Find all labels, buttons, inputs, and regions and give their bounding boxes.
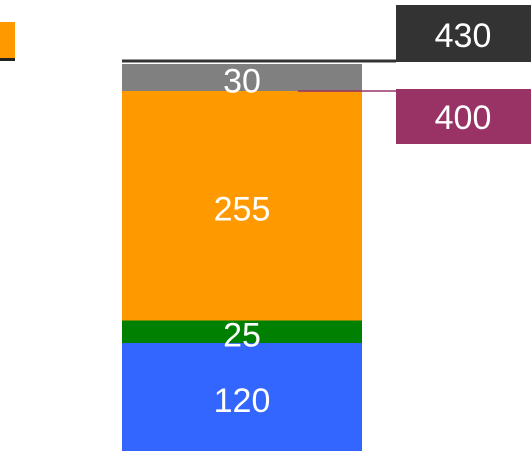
bar-segment xyxy=(122,64,362,91)
reference-label: 400 xyxy=(435,99,492,137)
segment-label: 120 xyxy=(214,382,271,420)
legend-underline xyxy=(0,58,15,61)
reference-label-box xyxy=(396,89,531,144)
segment-label: 25 xyxy=(223,317,261,355)
bar-segment xyxy=(122,320,362,343)
bar-segment xyxy=(122,343,362,451)
legend-swatch xyxy=(0,22,15,59)
reference-label: 430 xyxy=(435,17,492,55)
bar-segment xyxy=(122,91,362,321)
segment-label: 255 xyxy=(214,191,271,229)
reference-label-box xyxy=(396,5,531,62)
segment-label: 30 xyxy=(223,62,261,100)
